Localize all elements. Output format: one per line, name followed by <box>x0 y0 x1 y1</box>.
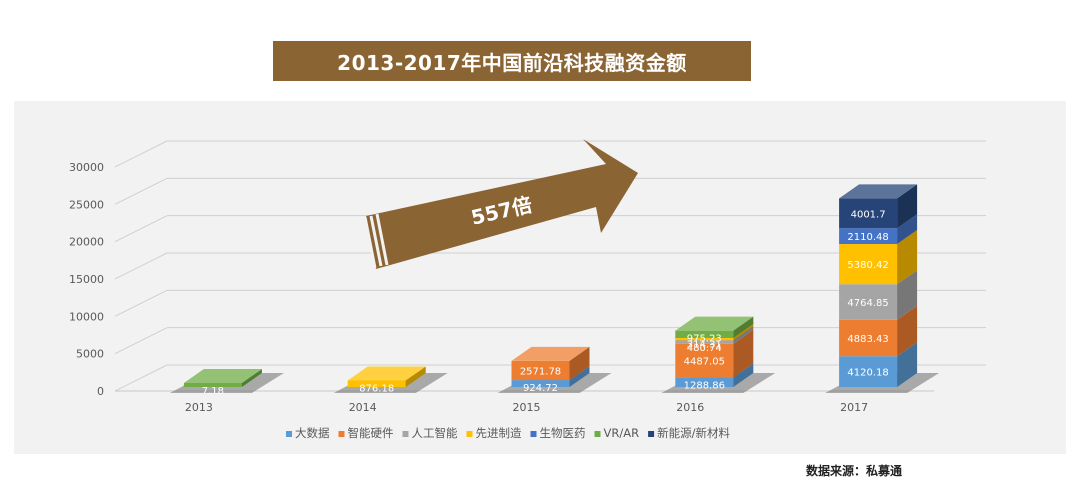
bar-segment-side <box>569 346 590 381</box>
bar-data-label: 975.23 <box>687 334 722 345</box>
chart-panel: 0 5000 10000 15000 20000 25000 30000 2013 2014 2… <box>14 101 1066 454</box>
bar-segment-side <box>241 369 262 387</box>
bar-segment <box>511 380 570 387</box>
bar-data-label: 4001.7 <box>851 209 886 220</box>
bar-segment-side <box>405 366 426 387</box>
bar-top <box>347 366 426 381</box>
bar-segment <box>839 319 898 357</box>
bar-segment-side <box>897 230 918 285</box>
legend-label: VR/AR <box>604 426 640 440</box>
gridline-diagonal <box>114 327 168 355</box>
legend-swatch <box>402 431 409 437</box>
legend-swatch <box>648 431 655 437</box>
y-tick-label: 0 <box>97 385 104 398</box>
bar-data-label: 480.74 <box>687 343 722 354</box>
source-note: 数据来源：私募通 <box>805 464 902 478</box>
legend-swatch <box>338 431 345 437</box>
legend-swatch <box>286 431 292 437</box>
bar-segment-side <box>733 363 754 387</box>
bar-segment-side <box>897 305 918 357</box>
arrow-tail-stripe <box>375 213 389 266</box>
legend-label: 先进制造 <box>476 426 522 440</box>
gridline-diagonal <box>114 215 168 243</box>
x-tick-label: 2016 <box>676 401 704 414</box>
bar-segment <box>347 380 406 387</box>
bar-top <box>511 346 590 361</box>
x-axis-ticks: 2013 2014 2015 2016 2017 <box>185 401 868 414</box>
y-axis-ticks: 0 5000 10000 15000 20000 25000 30000 <box>69 161 104 398</box>
bar-top <box>675 316 754 331</box>
y-tick-label: 20000 <box>69 236 104 249</box>
arrow-tail-stripe <box>369 215 383 267</box>
bar-data-label: 4120.18 <box>847 368 888 379</box>
bar-data-label: 314.31 <box>687 339 722 350</box>
y-tick-label: 25000 <box>69 198 104 211</box>
bar-data-label: 2110.48 <box>847 232 888 243</box>
bar-segment-side <box>897 342 918 387</box>
bar-segment <box>675 377 734 387</box>
gridline-diagonal <box>114 140 168 168</box>
bar-data-label: 4764.85 <box>847 298 888 309</box>
legend-swatch <box>530 431 537 437</box>
bar-segment-side <box>897 270 918 320</box>
y-tick-label: 30000 <box>69 161 104 174</box>
y-tick-label: 15000 <box>69 273 104 286</box>
arrow-tail-stripe <box>363 216 377 269</box>
bar-top <box>839 184 918 199</box>
bar-segment <box>839 198 898 229</box>
bar-data-label: 5380.42 <box>847 260 888 271</box>
bar-segment <box>839 244 898 285</box>
legend-label: 人工智能 <box>412 426 458 440</box>
chart-title-banner: 2013-2017年中国前沿科技融资金额 <box>273 41 751 81</box>
bar-data-label: 924.72 <box>523 383 558 394</box>
bars: 7.18 876.18 924.72 2571.78 1288.86 4487.05 480… <box>169 184 940 397</box>
legend-label: 生物医药 <box>540 426 586 440</box>
legend-swatch <box>466 431 473 437</box>
gridline-diagonal <box>114 289 168 317</box>
y-tick-label: 5000 <box>76 348 104 361</box>
bar-segment <box>839 284 898 320</box>
bar-data-label: 7.18 <box>202 386 224 397</box>
bar-segment-side <box>733 325 754 344</box>
arrow-shape <box>366 139 638 269</box>
bar-segment <box>511 360 570 381</box>
bar-segment <box>675 339 734 344</box>
growth-arrow: 557倍 <box>363 139 638 269</box>
bar-segment <box>183 383 242 387</box>
bar-segment-side <box>733 316 754 338</box>
x-tick-label: 2015 <box>513 401 541 414</box>
bar-segment-side <box>897 214 918 245</box>
bar-data-label: 876.18 <box>359 383 394 394</box>
x-tick-label: 2017 <box>840 401 868 414</box>
bar-data-label: 4487.05 <box>684 357 725 368</box>
gridline-diagonal <box>114 177 168 205</box>
bar-segment <box>839 356 898 387</box>
legend-swatch <box>594 431 601 437</box>
legend-label: 新能源/新材料 <box>657 426 730 440</box>
bar-segment-side <box>569 366 590 387</box>
y-tick-label: 10000 <box>69 310 104 323</box>
bar-data-label: 2571.78 <box>520 366 561 377</box>
x-tick-label: 2014 <box>349 401 377 414</box>
bar-data-label: 4883.43 <box>847 334 888 345</box>
x-tick-label: 2013 <box>185 401 213 414</box>
bar-segment-side <box>733 329 754 378</box>
bar-segment <box>675 330 734 338</box>
bar-segment <box>839 228 898 245</box>
bar-segment-side <box>897 184 918 229</box>
legend-label: 大数据 <box>295 426 330 440</box>
legend-label: 智能硬件 <box>348 426 394 440</box>
legend: 大数据 智能硬件 人工智能 先进制造 生物医药 VR/AR 新能源/新材料 <box>286 426 730 440</box>
chart-title: 2013-2017年中国前沿科技融资金额 <box>337 50 687 75</box>
gridline-diagonal <box>114 364 168 392</box>
bar-top <box>183 369 262 383</box>
bar-segment <box>675 336 734 341</box>
gridline-diagonal <box>114 252 168 280</box>
bar-data-label: 1288.86 <box>684 380 725 391</box>
bar-segment <box>675 343 734 378</box>
